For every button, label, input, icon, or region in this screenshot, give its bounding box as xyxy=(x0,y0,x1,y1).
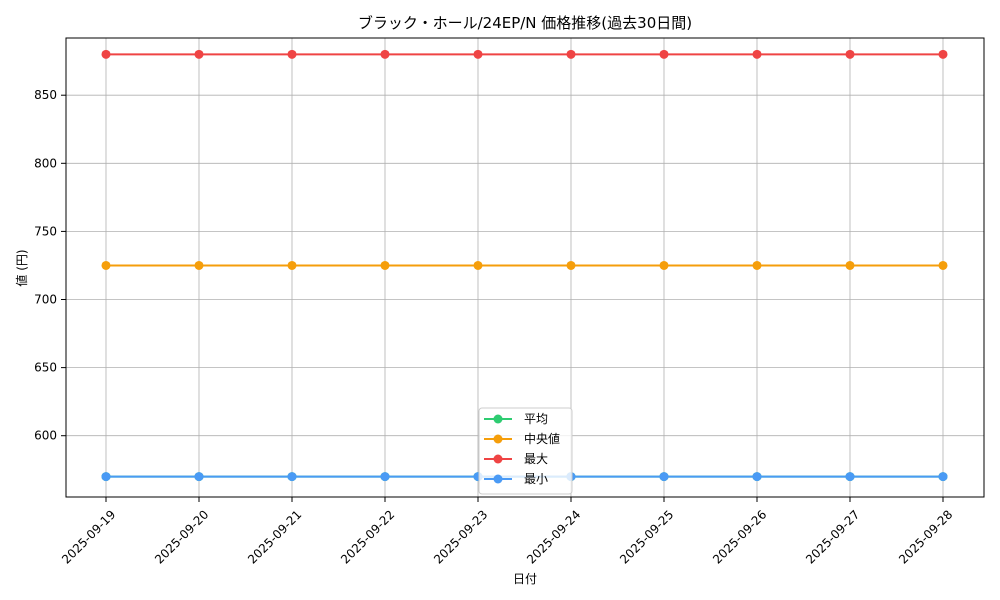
data-point xyxy=(752,260,762,270)
y-tick-label: 850 xyxy=(34,88,57,102)
data-point xyxy=(659,260,669,270)
plot-frame xyxy=(65,37,985,498)
legend-box xyxy=(478,407,573,495)
legend-label: 平均 xyxy=(524,412,548,426)
data-point xyxy=(380,49,390,59)
data-point xyxy=(287,260,297,270)
data-point xyxy=(101,260,111,270)
y-tick-label: 750 xyxy=(34,224,57,238)
legend-marker xyxy=(493,454,503,464)
data-point xyxy=(752,472,762,482)
data-point xyxy=(101,49,111,59)
legend-label: 中央値 xyxy=(524,431,560,446)
legend-marker xyxy=(493,414,503,424)
legend-marker xyxy=(493,434,503,444)
data-point xyxy=(659,49,669,59)
data-point xyxy=(194,49,204,59)
series-最大 xyxy=(101,49,948,59)
data-point xyxy=(194,472,204,482)
legend-label: 最小 xyxy=(524,472,548,486)
x-axis-label: 日付 xyxy=(513,572,537,586)
legend-marker xyxy=(493,474,503,484)
data-point xyxy=(380,472,390,482)
y-tick-label: 700 xyxy=(34,293,57,307)
chart-title: ブラック・ホール/24EP/N 価格推移(過去30日間) xyxy=(358,14,692,32)
data-point xyxy=(380,260,390,270)
legend-item: 最小 xyxy=(484,472,548,486)
data-point xyxy=(938,49,948,59)
data-point xyxy=(566,260,576,270)
y-tick-label: 650 xyxy=(34,361,57,375)
data-point xyxy=(659,472,669,482)
data-point xyxy=(938,260,948,270)
y-tick-label: 800 xyxy=(34,156,57,170)
data-point xyxy=(473,260,483,270)
data-point xyxy=(845,49,855,59)
data-point xyxy=(938,472,948,482)
legend-label: 最大 xyxy=(524,452,548,466)
data-point xyxy=(845,260,855,270)
data-point xyxy=(752,49,762,59)
data-point xyxy=(287,472,297,482)
data-point xyxy=(101,472,111,482)
data-point xyxy=(287,49,297,59)
legend-item: 平均 xyxy=(484,412,548,426)
y-tick-label: 600 xyxy=(34,429,57,443)
data-point xyxy=(194,260,204,270)
series-中央値 xyxy=(101,260,948,270)
legend-item: 最大 xyxy=(484,452,548,466)
y-axis-label: 値 (円) xyxy=(14,249,29,286)
data-point xyxy=(845,472,855,482)
data-point xyxy=(566,49,576,59)
data-point xyxy=(473,49,483,59)
legend-item: 中央値 xyxy=(484,431,560,446)
